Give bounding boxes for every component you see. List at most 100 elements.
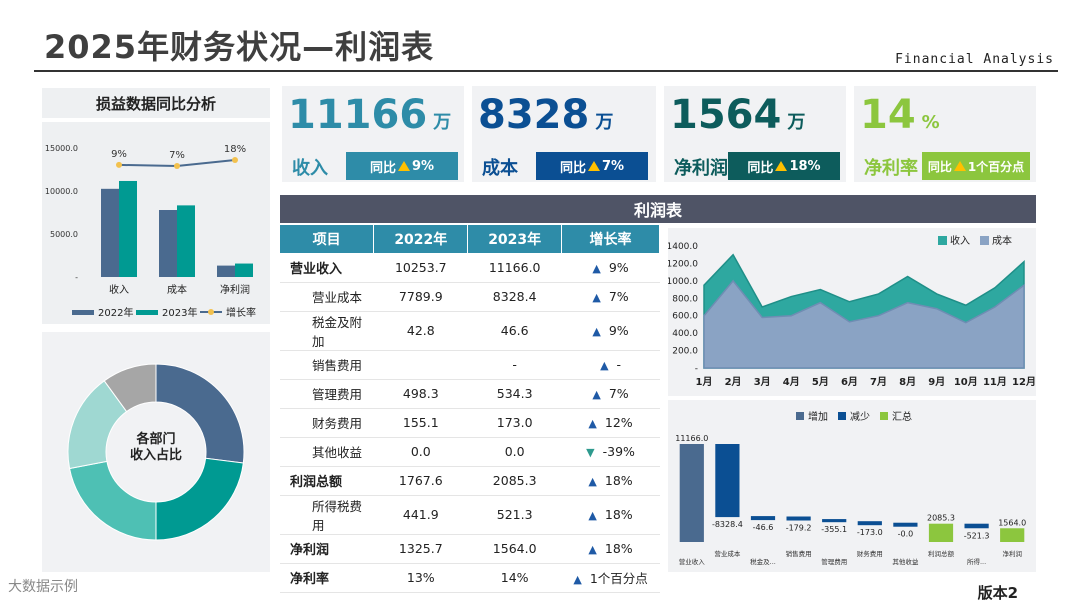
kpi-unit: 万 bbox=[787, 112, 806, 133]
rate-value: 9% bbox=[608, 323, 629, 338]
table-row: 所得税费用 441.9 521.3 ▲ 18% bbox=[280, 495, 660, 535]
area-chart-panel: 1400.0 1200.0 1000.0 800.0 600.0 400.0 200.0 - 1… bbox=[667, 228, 1036, 396]
x-tick-label: 11月 bbox=[983, 376, 1007, 388]
row-item: 净利润 bbox=[280, 534, 374, 564]
x-tick-label: 10月 bbox=[954, 376, 978, 388]
area-chart: 1400.0 1200.0 1000.0 800.0 600.0 400.0 200.0 - 1… bbox=[667, 234, 1036, 388]
rate-value: - bbox=[616, 357, 622, 372]
row-rate: ▼ -39% bbox=[561, 437, 660, 467]
kpi-number: 11166 bbox=[288, 92, 428, 138]
row-2022: 42.8 bbox=[373, 311, 468, 351]
rate-value: 18% bbox=[604, 473, 633, 488]
page-title: 2025年财务状况—利润表 bbox=[44, 28, 435, 66]
donut-chart bbox=[67, 363, 245, 541]
table-row: 税金及附加 42.8 46.6 ▲ 9% bbox=[280, 311, 660, 351]
kpi-card-net-margin: 14% 净利率 同比 1个百分点 bbox=[854, 86, 1036, 182]
bar-chart: 15000.0 10000.0 5000.0 - 收入 成本 净利润 9% 7% 18% 2022年… bbox=[45, 144, 256, 319]
table-row: 利润总额 1767.6 2085.3 ▲ 18% bbox=[280, 466, 660, 496]
data-label: -355.1 bbox=[821, 525, 847, 534]
growth-point bbox=[174, 163, 180, 169]
row-2023: 1564.0 bbox=[467, 534, 562, 564]
kpi-value: 8328 万 bbox=[478, 92, 613, 138]
up-arrow-icon: ▲ bbox=[592, 261, 601, 275]
donut-slice bbox=[155, 457, 244, 541]
kpi-card-revenue: 11166 万 收入 同比 9% bbox=[282, 86, 464, 182]
income-statement-table: 项目 2022年 2023年 增长率 营业收入 10253.7 11166.0 ▲ 9%… bbox=[280, 225, 660, 593]
legend-label: 增长率 bbox=[226, 306, 256, 319]
legend-marker bbox=[208, 309, 214, 315]
legend-swatch bbox=[838, 412, 846, 420]
legend-swatch bbox=[796, 412, 804, 420]
legend-label: 2023年 bbox=[162, 306, 197, 319]
row-item: 营业收入 bbox=[280, 253, 374, 283]
x-tick-label: 利润总额 bbox=[928, 549, 955, 558]
bar bbox=[217, 265, 235, 277]
y-tick-label: 200.0 bbox=[672, 347, 698, 357]
kpi-badge: 同比 9% bbox=[346, 152, 458, 180]
data-label: -8328.4 bbox=[712, 520, 743, 529]
donut-center-label: 各部门 收入占比 bbox=[106, 432, 206, 464]
row-rate: ▲ 12% bbox=[561, 408, 660, 438]
legend-label: 成本 bbox=[992, 234, 1012, 247]
data-label: -0.0 bbox=[898, 530, 914, 539]
row-2022: 13% bbox=[373, 563, 468, 593]
title-divider bbox=[34, 70, 1058, 72]
column-header: 增长率 bbox=[561, 225, 660, 253]
growth-label: 9% bbox=[111, 149, 127, 160]
row-item: 销售费用 bbox=[280, 350, 374, 380]
kpi-number: 14 bbox=[860, 92, 916, 138]
y-tick-label: 5000.0 bbox=[50, 230, 78, 239]
row-item: 税金及附加 bbox=[280, 311, 374, 351]
rate-value: 18% bbox=[604, 507, 633, 522]
rate-value: 9% bbox=[608, 259, 629, 275]
donut-chart-panel: 各部门 收入占比 bbox=[42, 332, 270, 572]
growth-point bbox=[116, 161, 122, 168]
badge-label: 同比 bbox=[927, 159, 952, 174]
donut-center-line-2: 收入占比 bbox=[129, 448, 182, 463]
badge-change: 18% bbox=[789, 158, 821, 174]
watermark: 大数据示例 bbox=[8, 579, 78, 595]
rate-value: 7% bbox=[608, 289, 629, 304]
waterfall-chart-panel: 11166.0 营业收入 -8328.4 营业成本 -46.6 税金及... -179.2 销… bbox=[668, 400, 1036, 572]
table-row: 其他收益 0.0 0.0 ▼ -39% bbox=[280, 437, 660, 467]
bar bbox=[177, 205, 195, 277]
waterfall-bar bbox=[715, 444, 740, 518]
y-tick-label: - bbox=[695, 364, 698, 374]
row-2022: 0.0 bbox=[373, 437, 468, 467]
rate-value: 12% bbox=[604, 415, 633, 430]
legend-swatch bbox=[880, 412, 888, 420]
row-rate: ▲ 9% bbox=[561, 253, 660, 283]
row-2023: 534.3 bbox=[467, 379, 562, 409]
up-triangle-icon bbox=[397, 161, 410, 171]
table-row: 财务费用 155.1 173.0 ▲ 12% bbox=[280, 408, 660, 438]
x-tick-label: 6月 bbox=[841, 376, 858, 388]
row-2022: 1325.7 bbox=[373, 534, 468, 564]
waterfall-bar bbox=[750, 516, 776, 521]
donut-slice bbox=[68, 460, 157, 541]
area-series bbox=[703, 279, 1025, 369]
x-tick-label: 5月 bbox=[812, 376, 829, 388]
data-label: 2085.3 bbox=[927, 514, 955, 523]
y-tick-label: 1000.0 bbox=[668, 277, 698, 287]
badge-change: 9% bbox=[411, 158, 435, 174]
row-rate: ▲ 9% bbox=[561, 311, 660, 351]
up-arrow-icon: ▲ bbox=[592, 388, 601, 401]
down-arrow-icon: ▼ bbox=[586, 446, 595, 459]
table-row: 营业收入 10253.7 11166.0 ▲ 9% bbox=[280, 253, 660, 283]
legend-label: 增加 bbox=[808, 410, 828, 423]
row-rate: ▲ - bbox=[561, 350, 660, 380]
row-2023: 14% bbox=[467, 563, 562, 593]
waterfall-bar bbox=[893, 522, 918, 527]
badge-change: 1个百分点 bbox=[967, 159, 1025, 174]
kpi-value: 11166 万 bbox=[288, 92, 451, 138]
version-label: 版本2 bbox=[977, 584, 1018, 602]
up-arrow-icon: ▲ bbox=[592, 291, 601, 304]
row-item: 所得税费用 bbox=[280, 495, 374, 535]
x-tick-label: 税金及... bbox=[750, 557, 776, 566]
bar bbox=[119, 180, 137, 277]
kpi-card-cost: 8328 万 成本 同比 7% bbox=[472, 86, 656, 182]
badge-label: 同比 bbox=[747, 160, 774, 176]
column-header: 2022年 bbox=[373, 225, 469, 253]
row-2023: - bbox=[467, 350, 562, 380]
up-arrow-icon: ▲ bbox=[588, 543, 597, 556]
